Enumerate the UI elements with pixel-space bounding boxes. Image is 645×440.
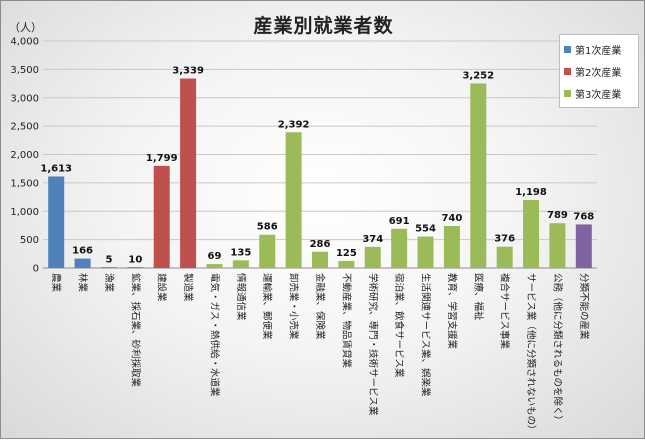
y-tick-label: 1,500 bbox=[10, 178, 39, 189]
bar bbox=[470, 83, 487, 268]
x-tick-label: 教育、学習支援業 bbox=[446, 273, 458, 350]
bar bbox=[417, 236, 434, 268]
x-tick-label: 情報通信業 bbox=[235, 273, 247, 321]
data-label: 125 bbox=[336, 248, 357, 259]
data-label: 10 bbox=[128, 254, 142, 265]
bar bbox=[496, 246, 513, 268]
bar bbox=[206, 264, 223, 268]
bar bbox=[285, 132, 302, 268]
y-tick-label: 1,000 bbox=[10, 207, 39, 218]
x-tick-label: 金融業、保険業 bbox=[314, 273, 326, 340]
x-tick-label: 公務（他に分類されるものを除く） bbox=[551, 273, 563, 425]
y-tick-label: 3,500 bbox=[10, 65, 39, 76]
bar bbox=[232, 260, 249, 268]
x-tick-label: 運輸業、郵便業 bbox=[261, 273, 273, 340]
data-label: 374 bbox=[362, 234, 383, 245]
data-label: 586 bbox=[257, 222, 278, 233]
bar bbox=[391, 228, 408, 268]
legend-item-tertiary: 第3次産業 bbox=[564, 82, 634, 104]
x-tick-label: 宿泊業、飲食サービス業 bbox=[393, 273, 405, 378]
legend-swatch-secondary bbox=[564, 67, 571, 75]
legend-swatch-tertiary bbox=[564, 89, 571, 97]
bar bbox=[443, 226, 460, 268]
bar bbox=[74, 258, 91, 268]
data-label: 69 bbox=[208, 251, 222, 262]
data-label: 376 bbox=[494, 234, 515, 245]
bar bbox=[364, 246, 381, 268]
x-tick-label: 鉱業、採石業、砂利採取業 bbox=[129, 273, 141, 388]
legend-label-primary: 第1次産業 bbox=[575, 45, 622, 57]
data-label: 3,252 bbox=[462, 70, 494, 81]
chart-legend: 第1次産業 第2次産業 第3次産業 bbox=[559, 34, 639, 108]
bar bbox=[127, 267, 144, 268]
bar bbox=[523, 200, 540, 268]
x-tick-label: 製造業 bbox=[182, 273, 194, 302]
x-tick-label: 卸売業・小売業 bbox=[288, 273, 300, 340]
bar bbox=[575, 224, 592, 268]
y-tick-label: 3,000 bbox=[10, 93, 39, 104]
bar bbox=[180, 78, 197, 268]
data-label: 166 bbox=[72, 246, 93, 257]
x-tick-label: 学術研究、専門・技術サービス業 bbox=[367, 273, 379, 416]
data-label: 2,392 bbox=[278, 119, 310, 130]
y-tick-label: 2,000 bbox=[10, 150, 39, 161]
x-tick-label: 漁業 bbox=[103, 273, 115, 293]
legend-item-primary: 第1次産業 bbox=[564, 38, 634, 60]
data-label: 135 bbox=[230, 247, 251, 258]
y-tick-label: 500 bbox=[20, 235, 39, 246]
x-tick-label: 電気・ガス・熱供給・水道業 bbox=[208, 273, 220, 397]
x-tick-label: 医療、福祉 bbox=[472, 273, 484, 321]
y-axis-unit-label: （人） bbox=[9, 21, 42, 34]
data-label: 5 bbox=[105, 255, 112, 266]
data-label: 740 bbox=[441, 213, 462, 224]
legend-swatch-primary bbox=[564, 45, 571, 53]
legend-label-tertiary: 第3次産業 bbox=[575, 89, 622, 101]
data-label: 1,799 bbox=[146, 153, 178, 164]
x-tick-label: 不動産業、物品賃貸業 bbox=[340, 273, 352, 369]
legend-item-secondary: 第2次産業 bbox=[564, 60, 634, 82]
x-tick-label: 生活関連サービス業、娯楽業 bbox=[420, 273, 432, 397]
data-label: 691 bbox=[389, 216, 410, 227]
bar bbox=[312, 251, 328, 268]
chart-title: 産業別就業者数 bbox=[253, 15, 394, 37]
legend-label-secondary: 第2次産業 bbox=[575, 67, 622, 79]
bar bbox=[48, 176, 65, 268]
y-tick-label: 4,000 bbox=[10, 37, 39, 48]
x-tick-label: 分類不能の産業 bbox=[578, 273, 590, 340]
bar bbox=[100, 267, 117, 268]
data-label: 3,339 bbox=[172, 66, 204, 77]
data-label: 789 bbox=[547, 210, 568, 221]
bar bbox=[338, 260, 355, 268]
x-tick-label: 林業 bbox=[77, 273, 89, 293]
data-label: 554 bbox=[415, 224, 436, 235]
bar bbox=[153, 165, 170, 268]
x-tick-label: 複合サービス事業 bbox=[499, 273, 511, 350]
data-label: 1,613 bbox=[40, 163, 72, 174]
bar bbox=[549, 223, 566, 268]
x-tick-label: サービス業（他に分類されないもの） bbox=[525, 273, 537, 435]
data-label: 1,198 bbox=[515, 187, 547, 198]
y-tick-label: 2,500 bbox=[10, 122, 39, 133]
y-tick-label: 0 bbox=[33, 264, 39, 275]
bar bbox=[259, 234, 276, 268]
x-tick-label: 建設業 bbox=[156, 273, 168, 302]
data-label: 768 bbox=[573, 211, 594, 222]
x-tick-label: 農業 bbox=[50, 273, 62, 293]
data-label: 286 bbox=[310, 239, 331, 250]
